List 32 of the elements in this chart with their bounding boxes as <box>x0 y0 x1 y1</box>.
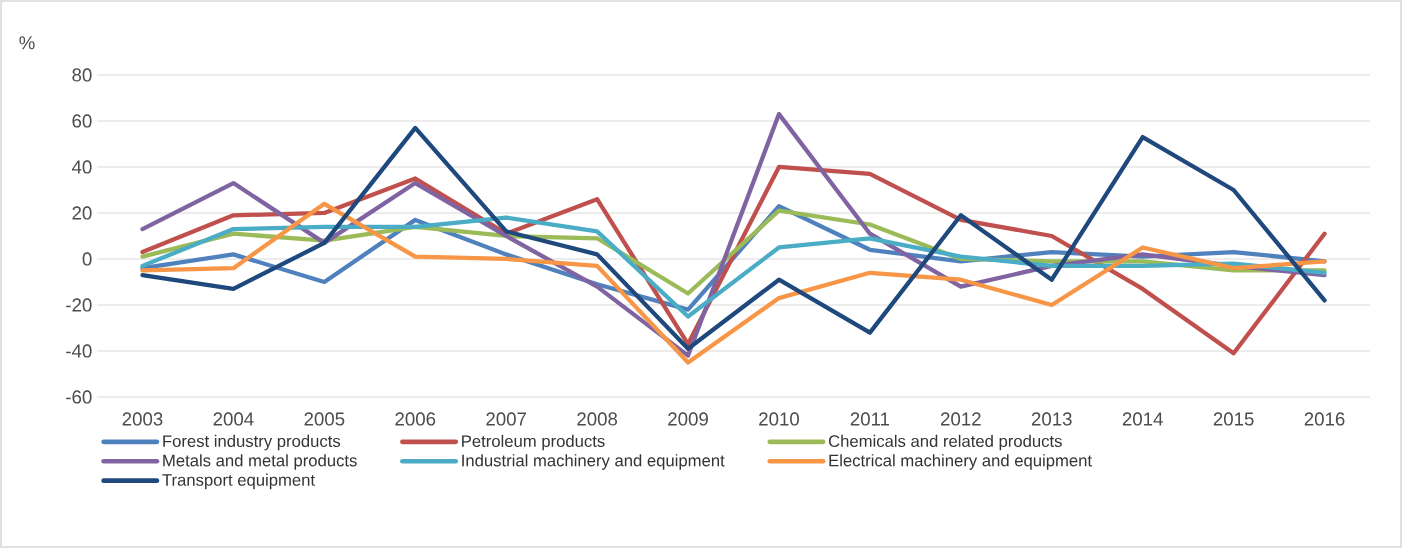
legend-label: Chemicals and related products <box>828 434 1062 451</box>
x-tick-label: 2007 <box>486 412 527 426</box>
x-tick-label: 2008 <box>577 412 618 426</box>
line-series <box>140 215 1327 319</box>
x-tick-label: 2005 <box>304 412 345 426</box>
y-tick-label: 20 <box>72 206 92 220</box>
legend-label: Petroleum products <box>462 434 605 451</box>
y-tick-label: 60 <box>72 114 92 128</box>
y-tick-label: 0 <box>82 252 92 266</box>
x-tick-label: 2011 <box>850 412 890 426</box>
legend-label: Electrical machinery and equipment <box>829 454 1092 470</box>
x-tick-label: 2006 <box>395 412 436 426</box>
x-tick-label: 2010 <box>759 412 800 426</box>
y-tick-label: -60 <box>66 390 92 404</box>
x-tick-label: 2003 <box>122 412 163 426</box>
x-tick-label: 2014 <box>1122 412 1163 426</box>
y-tick-label: 80 <box>72 68 92 82</box>
y-tick-label: -20 <box>66 298 92 312</box>
legend-label: Industrial machinery and equipment <box>462 454 725 470</box>
legend-label: Transport equipment <box>162 473 315 490</box>
x-tick-label: 2004 <box>213 412 254 426</box>
y-tick-label: -40 <box>66 344 92 358</box>
x-tick-label: 2016 <box>1304 412 1345 426</box>
legend-label: Metals and metal products <box>163 454 357 470</box>
x-tick-label: 2012 <box>941 412 981 426</box>
y-axis-title: % <box>19 36 35 50</box>
legend-label: Forest industry products <box>163 434 341 451</box>
x-tick-label: 2015 <box>1213 412 1254 426</box>
x-tick-label: 2013 <box>1031 412 1072 426</box>
x-tick-label: 2009 <box>668 412 708 426</box>
line-series <box>140 201 1327 365</box>
y-tick-label: 40 <box>71 160 92 174</box>
